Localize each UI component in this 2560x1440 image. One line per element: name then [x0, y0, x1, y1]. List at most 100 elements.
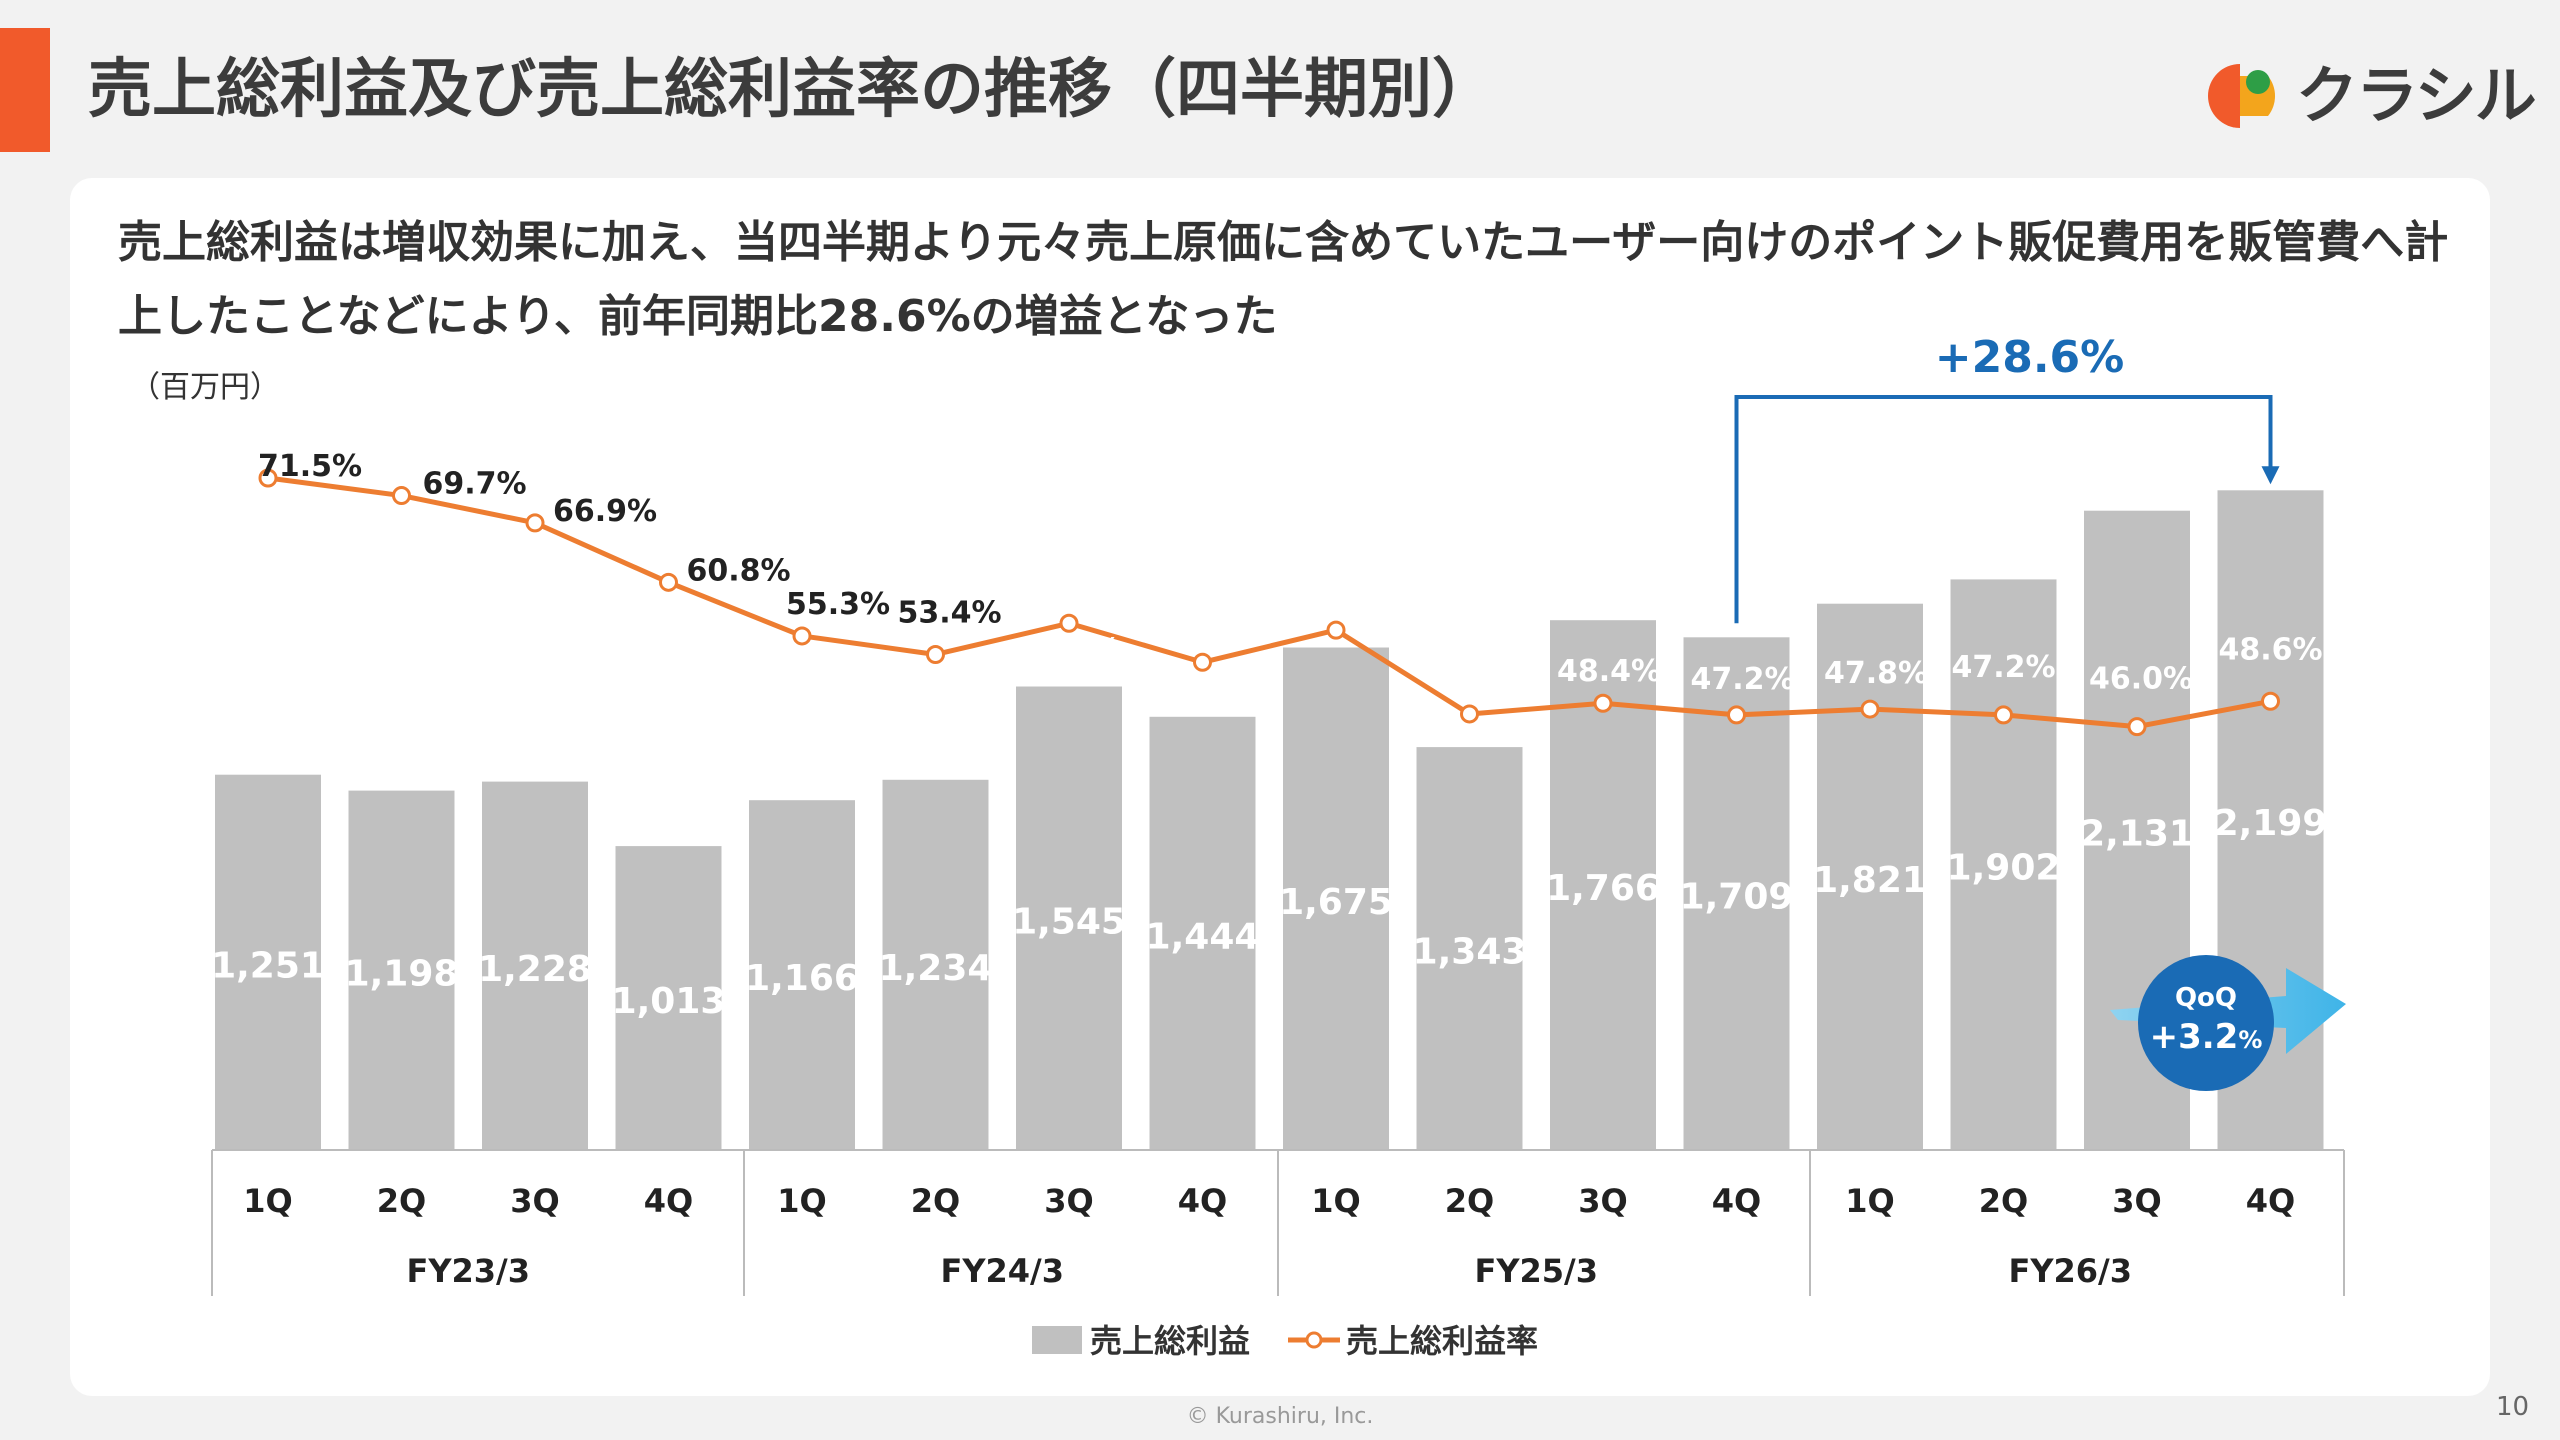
margin-point	[1593, 693, 1613, 713]
margin-value-label: 69.7%	[422, 467, 526, 502]
page-number: 10	[2496, 1392, 2530, 1422]
bar-2	[348, 790, 455, 1150]
x-tick-label: 3Q	[510, 1182, 559, 1220]
x-tick-label: 4Q	[2246, 1182, 2295, 1220]
x-tick-label: 2Q	[377, 1182, 426, 1220]
margin-value-label: 47.3%	[1421, 645, 1525, 680]
qoq-title: QoQ	[2175, 983, 2237, 1013]
x-tick-label: 4Q	[1178, 1182, 1227, 1220]
margin-point	[659, 572, 678, 592]
bar-3	[482, 781, 588, 1150]
logo-wordmark: クラシル	[2296, 59, 2537, 132]
yoy-growth-label: +28.6%	[1935, 332, 2125, 383]
bar-5	[749, 800, 855, 1150]
margin-point	[1059, 613, 1079, 633]
company-logo: クラシル	[2200, 56, 2537, 136]
x-tick-label: 3Q	[2112, 1182, 2161, 1220]
x-tick-label: 1Q	[1311, 1182, 1360, 1220]
bar-value-label: 1,251	[211, 945, 325, 986]
margin-value-label: 53.4%	[897, 595, 1001, 630]
summary-text: 売上総利益は増収効果に加え、当四半期より元々売上原価に含めていたユーザー向けのポ…	[118, 217, 2449, 342]
margin-value-label: 55.3%	[786, 587, 890, 622]
margin-value-label: 71.5%	[258, 449, 362, 484]
qoq-badge	[2138, 955, 2274, 1091]
margin-point	[392, 486, 411, 506]
bar-10	[1416, 747, 1523, 1150]
copyright: © Kurashiru, Inc.	[1186, 1404, 1374, 1429]
legend-line-marker	[1305, 1331, 1323, 1349]
bar-9	[1283, 647, 1389, 1150]
legend-bar-swatch	[1032, 1326, 1082, 1354]
bar-13	[1817, 603, 1923, 1150]
margin-value-label: 60.8%	[686, 553, 790, 588]
bar-6	[882, 779, 989, 1150]
x-tick-label: 1Q	[243, 1182, 292, 1220]
margin-point	[2261, 691, 2280, 711]
margin-line	[267, 475, 2271, 730]
bar-value-label: 1,343	[1413, 932, 1527, 973]
margin-value-label: 47.8%	[1824, 656, 1928, 691]
bar-7	[1016, 686, 1122, 1150]
yoy-bracket	[1734, 395, 2273, 624]
bar-value-label: 1,545	[1012, 901, 1126, 942]
margin-point	[1460, 704, 1479, 724]
x-tick-label: 3Q	[1044, 1182, 1093, 1220]
bar-value-label: 1,709	[1680, 877, 1794, 918]
margin-point	[525, 513, 545, 533]
unit-label: （百万円）	[130, 370, 280, 405]
bar-value-label: 1,228	[478, 949, 592, 990]
margin-point	[1727, 705, 1746, 725]
yoy-arrowhead-icon	[2261, 466, 2280, 485]
bar-value-label: 2,131	[2080, 813, 2194, 854]
qoq-unit: %	[2238, 1026, 2262, 1054]
bar-value-label: 1,444	[1146, 916, 1260, 957]
bar-value-label: 1,166	[745, 958, 859, 999]
margin-point	[1994, 705, 2013, 725]
margin-point	[926, 644, 945, 664]
margin-point	[1193, 652, 1212, 672]
x-tick-label: 2Q	[1979, 1182, 2028, 1220]
x-tick-label: 2Q	[911, 1182, 960, 1220]
logo-mark-icon	[2208, 64, 2276, 128]
bar-value-label: 1,198	[345, 953, 459, 994]
margin-point	[258, 468, 278, 488]
bar-4	[615, 846, 722, 1150]
x-tick-label: 1Q	[777, 1182, 826, 1220]
bar-14	[1950, 579, 2057, 1150]
margin-value-label: 48.6%	[2218, 632, 2322, 667]
margin-value-label: 52.6%	[1154, 603, 1258, 638]
page-title: 売上総利益及び売上総利益率の推移（四半期別）	[88, 53, 1496, 127]
bar-value-label: 1,821	[1813, 860, 1927, 901]
bar-value-label: 1,013	[612, 981, 726, 1022]
margin-value-label: 47.2%	[1951, 650, 2055, 685]
bar-value-label: 2,199	[2214, 803, 2328, 844]
legend-bar-label: 売上総利益	[1090, 1322, 1250, 1360]
x-tick-label: 1Q	[1845, 1182, 1894, 1220]
margin-point	[792, 626, 812, 646]
x-tick-label: 3Q	[1578, 1182, 1627, 1220]
margin-value-label: 66.9%	[553, 494, 657, 529]
x-group-label: FY23/3	[406, 1252, 530, 1290]
margin-value-label: 55.9%	[1288, 585, 1392, 620]
bar-value-label: 1,902	[1947, 848, 2061, 889]
x-group-label: FY25/3	[1474, 1252, 1598, 1290]
bar-value-label: 1,766	[1546, 868, 1660, 909]
margin-point	[2127, 717, 2147, 737]
x-tick-label: 2Q	[1445, 1182, 1494, 1220]
bar-value-label: 1,675	[1279, 882, 1393, 923]
legend-line-label: 売上総利益率	[1346, 1322, 1538, 1360]
title-accent-bar	[0, 28, 50, 152]
x-group-label: FY26/3	[2008, 1252, 2132, 1290]
margin-value-label: 48.4%	[1557, 654, 1661, 689]
bar-value-label: 1,234	[879, 948, 993, 989]
margin-value-label: 47.2%	[1690, 662, 1794, 697]
margin-value-label: 46.0%	[2089, 662, 2193, 697]
x-tick-label: 4Q	[644, 1182, 693, 1220]
margin-point	[1326, 620, 1346, 640]
margin-point	[1860, 699, 1880, 719]
margin-value-label: 56.6%	[1017, 632, 1121, 667]
x-tick-label: 4Q	[1712, 1182, 1761, 1220]
x-group-label: FY24/3	[940, 1252, 1064, 1290]
bar-1	[215, 774, 321, 1150]
